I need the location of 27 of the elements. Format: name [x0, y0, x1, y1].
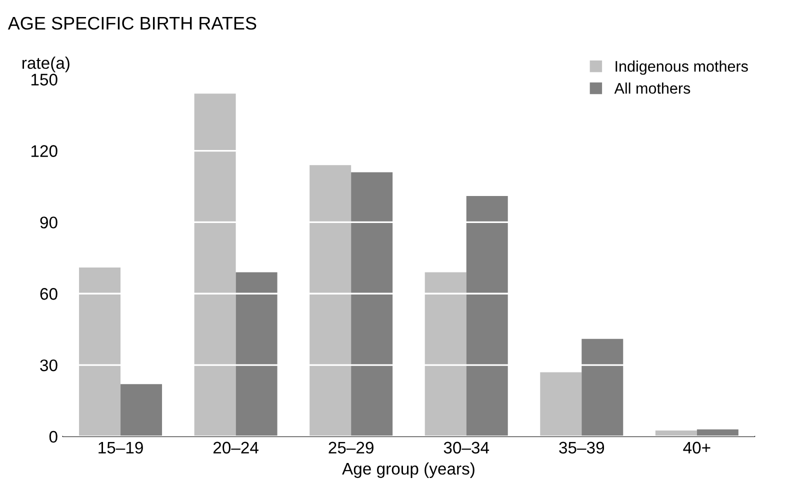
- bar: [582, 338, 624, 436]
- y-tick-label: 60: [40, 288, 58, 300]
- y-axis-title: rate(a): [22, 56, 70, 72]
- x-axis-title: Age group (years): [342, 462, 474, 478]
- x-tick-label: 35–39: [559, 442, 604, 454]
- bar: [351, 172, 393, 436]
- x-tick-label: 25–29: [328, 442, 374, 454]
- legend-label: Indigenous mothers: [616, 60, 748, 75]
- x-tick-label: 30–34: [444, 442, 490, 454]
- y-tick-label: 0: [49, 430, 58, 443]
- x-tick-label: 20–24: [213, 442, 258, 454]
- bar: [194, 94, 236, 436]
- chart-title: AGE SPECIFIC BIRTH RATES: [8, 16, 256, 30]
- bar: [424, 272, 466, 436]
- y-tick-label: 150: [31, 74, 58, 86]
- y-tick-label: 90: [40, 216, 58, 228]
- legend-label: All mothers: [614, 82, 690, 94]
- bar: [540, 372, 582, 436]
- bar: [236, 272, 278, 436]
- bar: [120, 384, 162, 436]
- bar: [79, 267, 121, 436]
- y-tick-label: 30: [40, 359, 58, 372]
- y-tick-label: 120: [31, 145, 58, 157]
- x-tick-label: 40+: [683, 442, 710, 454]
- bar: [310, 165, 352, 436]
- bar: [466, 196, 508, 436]
- x-tick-label: 15–19: [98, 442, 143, 454]
